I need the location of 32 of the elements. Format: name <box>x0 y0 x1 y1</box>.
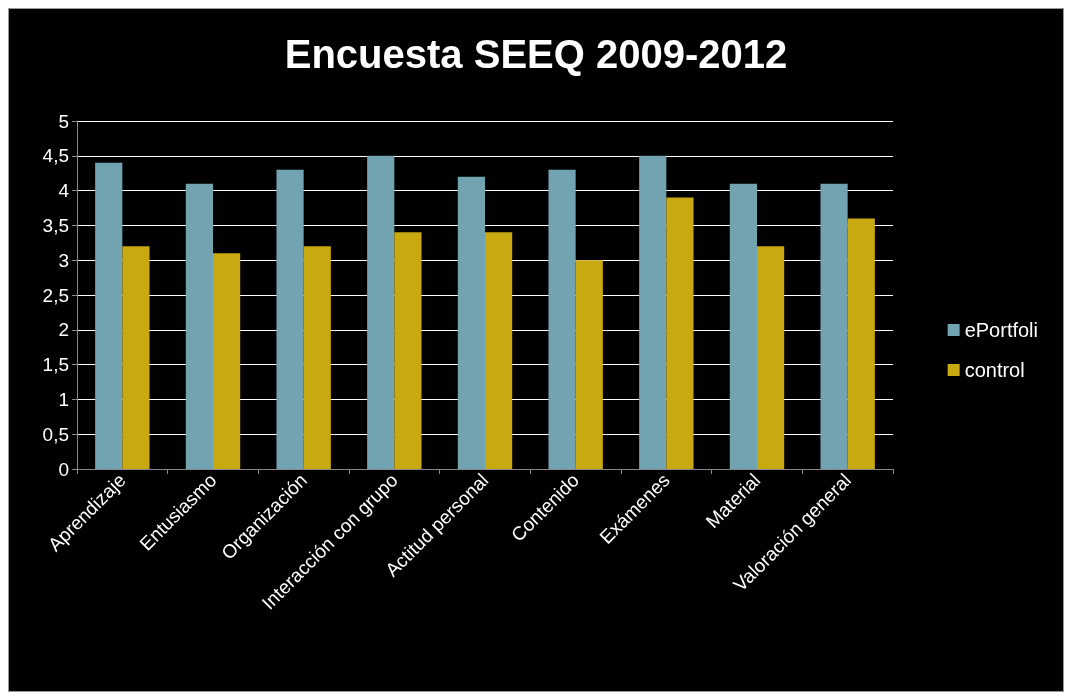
bar <box>394 232 422 469</box>
bar <box>639 155 667 469</box>
bar <box>666 197 694 469</box>
y-tick-label: 3 <box>58 249 69 271</box>
bar <box>213 253 241 469</box>
bar <box>303 246 331 469</box>
y-tick-label: 1,5 <box>42 354 69 376</box>
bar <box>729 183 757 469</box>
bar <box>276 169 304 469</box>
y-tick-label: 2 <box>58 319 69 341</box>
bar <box>575 260 603 469</box>
bar <box>847 218 875 469</box>
legend-label: ePortfoli <box>964 319 1039 341</box>
bar <box>185 183 213 469</box>
y-tick-label: 4,5 <box>42 145 69 167</box>
y-tick-label: 5 <box>58 110 69 132</box>
y-tick-label: 0,5 <box>42 423 69 445</box>
y-tick-label: 0 <box>58 458 69 480</box>
chart-title: Encuesta SEEQ 2009-2012 <box>284 32 788 76</box>
bar <box>367 155 395 469</box>
bar <box>457 176 485 469</box>
bar <box>485 232 513 469</box>
y-tick-label: 4 <box>58 180 70 202</box>
bar <box>122 246 150 469</box>
y-tick-label: 3,5 <box>42 214 69 236</box>
bar <box>757 246 785 469</box>
y-tick-label: 1 <box>58 388 69 410</box>
y-tick-label: 2,5 <box>42 284 69 306</box>
bar <box>95 162 123 469</box>
bar <box>820 183 848 469</box>
legend-label: control <box>964 359 1025 381</box>
bar <box>548 169 576 469</box>
